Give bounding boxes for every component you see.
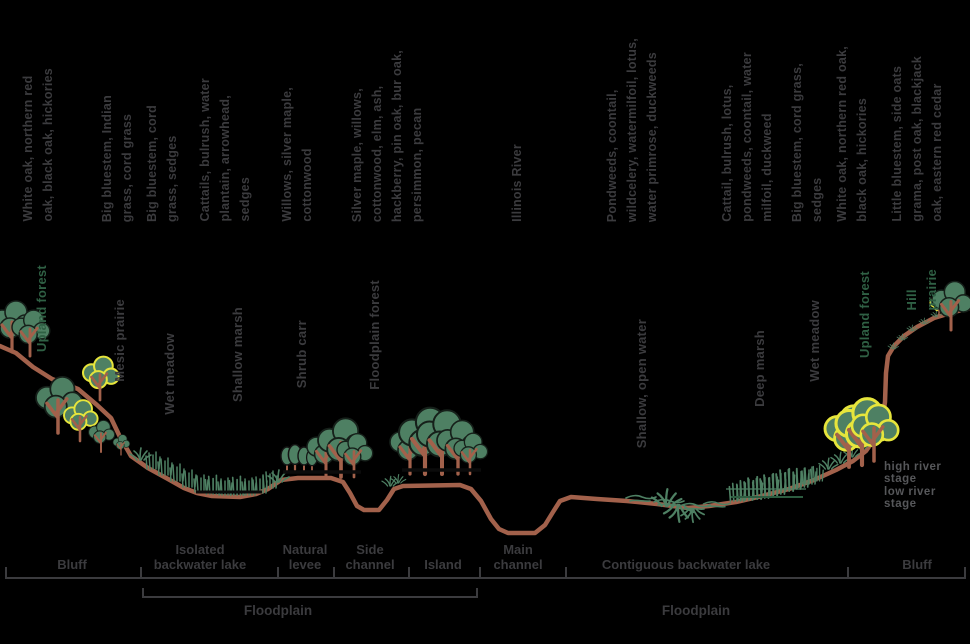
- habitat-label-wet-meadow-right: Wet meadow: [807, 300, 822, 382]
- species-label-floodplain-forest: Silver maple, willows, cottonwood, elm, …: [350, 49, 424, 222]
- species-label-hill-prairie: Little bluestem, side oats grama, post o…: [890, 56, 944, 222]
- section-tick: [5, 567, 7, 579]
- section-label-main-channel: Main channel: [493, 542, 543, 572]
- section-label-contiguous-lake: Contiguous backwater lake: [601, 557, 771, 572]
- floodplain-label-left: Floodplain: [243, 603, 313, 618]
- species-label-open-water: Pondweeds, coontail, wildcelery, watermi…: [605, 37, 659, 222]
- section-label-isolated-lake: Isolated backwater lake: [153, 542, 247, 572]
- habitat-label-shallow-marsh: Shallow marsh: [230, 307, 245, 402]
- section-tick: [277, 567, 279, 579]
- section-tick: [140, 567, 142, 579]
- species-label-wet-meadow-left: Big bluestem, cord grass, sedges: [145, 104, 179, 222]
- species-label-left-bluff: White oak, northern red oak, black oak, …: [21, 68, 55, 222]
- species-label-shallow-marsh: Cattails, bulrush, water plantain, arrow…: [198, 78, 252, 222]
- habitat-label-floodplain-forest: Floodplain forest: [367, 280, 382, 390]
- habitat-label-shrub-carr: Shrub carr: [294, 319, 309, 388]
- habitat-label-mesic-prairie: Mesic prairie: [112, 299, 127, 382]
- species-label-wet-meadow-right: Big bluestem, cord grass, sedges: [790, 62, 824, 222]
- species-label-deep-marsh: Cattail, bulrush, lotus, pondweeds, coon…: [720, 52, 774, 222]
- habitat-label-upland-forest-left: Upland forest: [34, 264, 49, 352]
- habitat-label-wet-meadow-left: Wet meadow: [162, 333, 177, 415]
- section-label-bluff-right: Bluff: [902, 557, 932, 572]
- grass-icon: [381, 475, 400, 487]
- section-label-natural-levee: Natural levee: [282, 542, 328, 572]
- habitat-label-deep-marsh: Deep marsh: [752, 330, 767, 407]
- section-label-island: Island: [424, 557, 462, 572]
- species-label-mesic-prairie: Big bluestem, Indian grass, cord grass: [100, 94, 134, 222]
- section-tick: [565, 567, 567, 579]
- floodplain-bracket: [142, 588, 478, 598]
- section-label-bluff-left: Bluff: [57, 557, 87, 572]
- section-rule: [5, 577, 966, 579]
- floodplain-label-right: Floodplain: [661, 603, 731, 618]
- section-tick: [964, 567, 966, 579]
- label-illinois-river: Illinois River: [510, 144, 524, 222]
- high-river-stage-label: high river stage: [884, 461, 942, 485]
- section-tick: [479, 567, 481, 579]
- habitat-label-shallow-open-water: Shallow, open water: [634, 318, 649, 448]
- species-label-right-bluff: White oak, northern red oak, black oak, …: [835, 46, 869, 222]
- species-label-shrub-carr: Willows, silver maple, cottonwood: [280, 87, 314, 222]
- section-tick: [333, 567, 335, 579]
- section-tick: [847, 567, 849, 579]
- section-label-side-channel: Side channel: [345, 542, 395, 572]
- grass-icon: [680, 508, 705, 524]
- low-river-stage-label: low river stage: [884, 486, 936, 510]
- habitat-label-upland-forest-right: Upland forest: [857, 270, 872, 358]
- habitat-label-hill-prairie: Hill prairie: [904, 268, 939, 311]
- section-tick: [408, 567, 410, 579]
